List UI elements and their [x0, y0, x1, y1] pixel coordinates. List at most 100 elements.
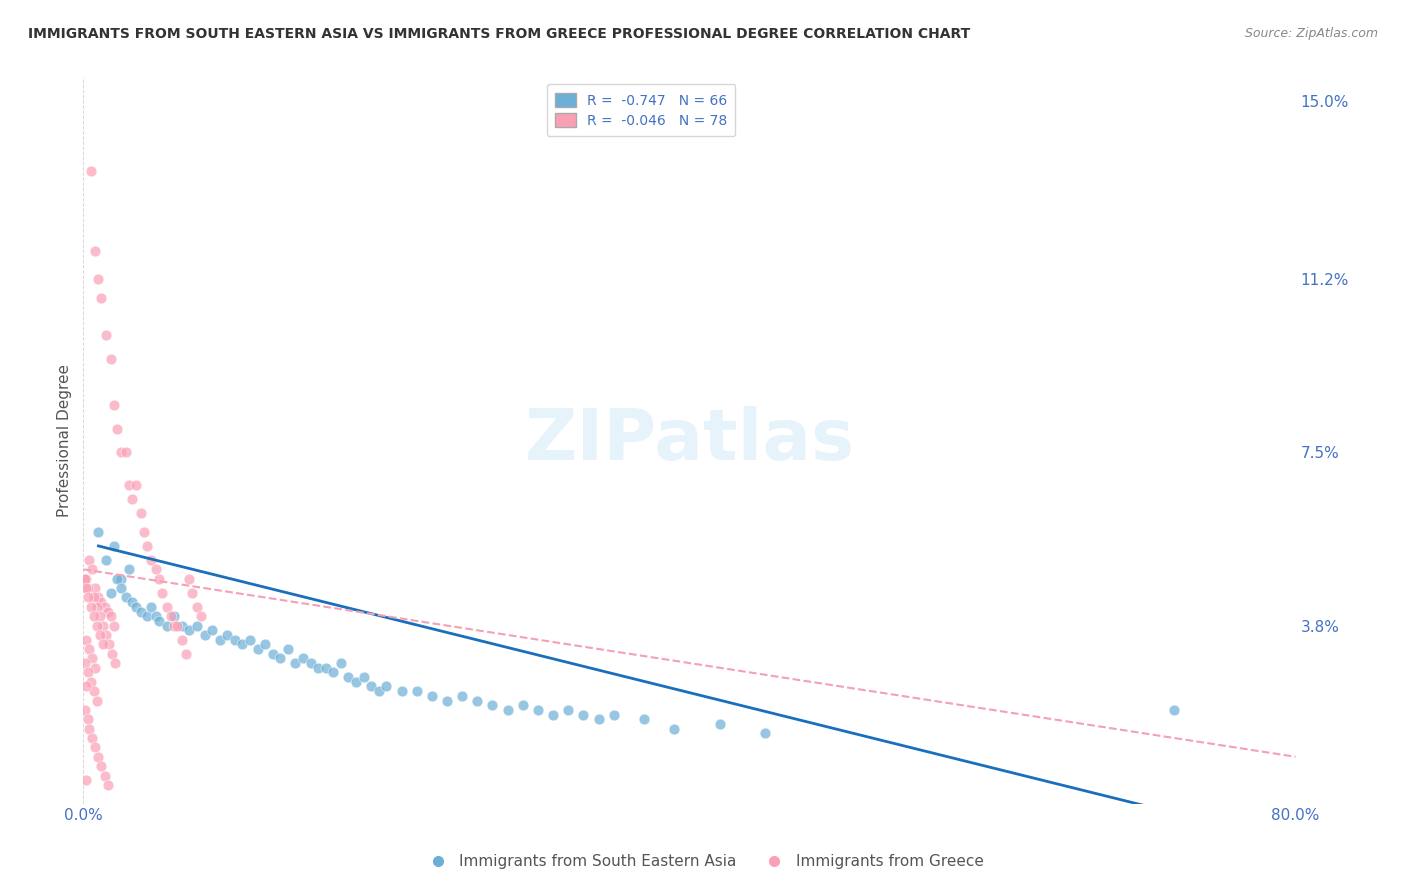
- Point: [121, 492, 143, 507]
- Point: [420, 689, 443, 703]
- Point: [160, 609, 183, 624]
- Point: [262, 647, 284, 661]
- Point: [367, 684, 389, 698]
- Point: [231, 637, 253, 651]
- Point: [80, 599, 103, 614]
- Point: [104, 656, 127, 670]
- Legend: R =  -0.747   N = 66, R =  -0.046   N = 78: R = -0.747 N = 66, R = -0.046 N = 78: [547, 85, 735, 136]
- Point: [94, 553, 117, 567]
- Point: [87, 524, 110, 539]
- Point: [315, 661, 337, 675]
- Point: [90, 291, 112, 305]
- Point: [110, 572, 132, 586]
- Point: [103, 539, 125, 553]
- Point: [129, 605, 152, 619]
- Point: [709, 717, 731, 731]
- Point: [98, 637, 121, 651]
- Point: [353, 670, 375, 684]
- Point: [110, 445, 132, 459]
- Point: [90, 595, 112, 609]
- Point: [73, 572, 96, 586]
- Point: [121, 595, 143, 609]
- Point: [86, 599, 108, 614]
- Point: [541, 707, 564, 722]
- Point: [76, 712, 98, 726]
- Point: [75, 572, 97, 586]
- Point: [76, 581, 98, 595]
- Point: [79, 642, 101, 657]
- Point: [588, 712, 610, 726]
- Point: [87, 749, 110, 764]
- Point: [163, 618, 186, 632]
- Point: [451, 689, 474, 703]
- Point: [208, 632, 231, 647]
- Point: [101, 647, 124, 661]
- Point: [141, 599, 163, 614]
- Point: [141, 553, 163, 567]
- Point: [145, 609, 167, 624]
- Point: [89, 628, 111, 642]
- Point: [299, 656, 322, 670]
- Point: [186, 599, 208, 614]
- Point: [100, 351, 122, 366]
- Point: [79, 722, 101, 736]
- Point: [602, 707, 624, 722]
- Point: [1163, 703, 1185, 717]
- Point: [86, 693, 108, 707]
- Point: [76, 591, 98, 605]
- Point: [292, 651, 315, 665]
- Point: [96, 778, 118, 792]
- Point: [375, 680, 398, 694]
- Point: [148, 614, 170, 628]
- Point: [481, 698, 503, 713]
- Point: [93, 599, 115, 614]
- Point: [84, 244, 107, 258]
- Point: [76, 665, 98, 680]
- Point: [166, 618, 188, 632]
- Point: [100, 586, 122, 600]
- Point: [239, 632, 262, 647]
- Point: [190, 609, 212, 624]
- Point: [633, 712, 655, 726]
- Point: [156, 618, 179, 632]
- Point: [87, 272, 110, 286]
- Point: [186, 618, 208, 632]
- Point: [118, 478, 141, 492]
- Point: [136, 539, 159, 553]
- Point: [337, 670, 360, 684]
- Point: [84, 740, 107, 755]
- Point: [79, 553, 101, 567]
- Point: [224, 632, 246, 647]
- Point: [86, 618, 108, 632]
- Point: [83, 684, 105, 698]
- Point: [125, 599, 148, 614]
- Point: [114, 591, 136, 605]
- Point: [132, 524, 155, 539]
- Point: [201, 624, 224, 638]
- Point: [80, 674, 103, 689]
- Point: [114, 445, 136, 459]
- Point: [557, 703, 579, 717]
- Point: [436, 693, 458, 707]
- Point: [344, 674, 367, 689]
- Point: [156, 599, 179, 614]
- Point: [90, 759, 112, 773]
- Point: [193, 628, 215, 642]
- Point: [254, 637, 277, 651]
- Point: [148, 572, 170, 586]
- Point: [103, 398, 125, 412]
- Point: [269, 651, 291, 665]
- Point: [129, 506, 152, 520]
- Point: [360, 680, 382, 694]
- Point: [82, 731, 104, 745]
- Point: [217, 628, 239, 642]
- Text: ZIPatlas: ZIPatlas: [524, 406, 855, 475]
- Point: [145, 562, 167, 576]
- Point: [277, 642, 299, 657]
- Point: [170, 632, 193, 647]
- Point: [322, 665, 344, 680]
- Point: [75, 581, 97, 595]
- Point: [93, 768, 115, 782]
- Point: [73, 703, 96, 717]
- Point: [83, 591, 105, 605]
